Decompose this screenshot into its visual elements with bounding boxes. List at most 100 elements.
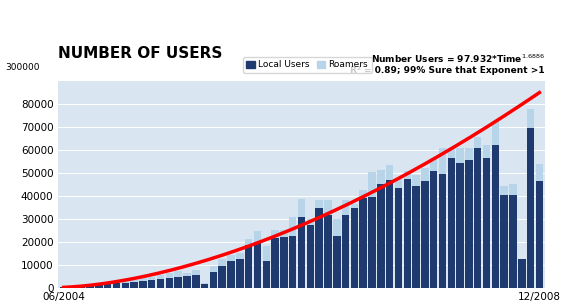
Bar <box>456 163 464 288</box>
Bar <box>60 287 67 288</box>
Bar <box>183 273 191 276</box>
Bar <box>518 259 526 288</box>
Bar <box>157 279 164 288</box>
Bar <box>166 273 173 278</box>
Bar <box>359 190 367 198</box>
Bar <box>395 188 402 288</box>
Bar <box>483 145 490 158</box>
Bar <box>78 285 85 286</box>
Bar <box>227 255 235 261</box>
Bar <box>183 276 191 288</box>
Bar <box>527 128 534 288</box>
Bar <box>369 197 376 288</box>
Bar <box>342 201 349 215</box>
Bar <box>474 137 481 148</box>
Bar <box>501 185 508 195</box>
Bar <box>121 282 129 288</box>
Bar <box>369 172 376 197</box>
Bar <box>86 285 94 288</box>
Bar <box>113 281 120 283</box>
Bar <box>78 286 85 288</box>
Bar <box>130 280 138 282</box>
Bar <box>245 239 252 245</box>
Bar <box>447 148 455 158</box>
Bar <box>192 275 200 288</box>
Bar <box>395 177 402 188</box>
Text: Number Users = 97.932*Time$^{1.6886}$
R² = 0.89; 99% Sure that Exponent >1: Number Users = 97.932*Time$^{1.6886}$ R²… <box>350 52 545 75</box>
Bar <box>412 185 420 288</box>
Bar <box>218 259 226 266</box>
Bar <box>315 209 323 288</box>
Bar <box>113 283 120 288</box>
Bar <box>350 204 358 209</box>
Bar <box>324 201 332 215</box>
Bar <box>95 283 103 284</box>
Bar <box>342 215 349 288</box>
Bar <box>315 201 323 209</box>
Bar <box>280 237 287 288</box>
Bar <box>201 284 208 288</box>
Bar <box>307 219 314 225</box>
Bar <box>210 272 217 288</box>
Bar <box>157 275 164 279</box>
Bar <box>492 121 499 145</box>
Bar <box>148 280 155 288</box>
Bar <box>492 145 499 288</box>
Bar <box>474 148 481 288</box>
Bar <box>386 165 393 180</box>
Bar <box>421 181 429 288</box>
Bar <box>509 195 517 288</box>
Bar <box>377 184 384 288</box>
Bar <box>465 160 473 288</box>
Bar <box>253 242 261 288</box>
Bar <box>527 109 534 128</box>
Bar <box>104 283 112 288</box>
Bar <box>263 246 270 261</box>
Bar <box>386 180 393 288</box>
Bar <box>333 219 341 236</box>
Bar <box>121 281 129 282</box>
Bar <box>86 284 94 285</box>
Bar <box>430 158 438 171</box>
Bar <box>245 245 252 288</box>
Bar <box>263 261 270 288</box>
Bar <box>104 282 112 283</box>
Bar <box>333 236 341 288</box>
Bar <box>298 217 305 288</box>
Bar <box>227 261 235 288</box>
Bar <box>236 259 244 288</box>
Bar <box>501 195 508 288</box>
Bar <box>439 148 446 174</box>
Bar <box>536 164 543 181</box>
Bar <box>350 209 358 288</box>
Bar <box>139 281 147 288</box>
Bar <box>377 169 384 184</box>
Bar <box>324 215 332 288</box>
Bar <box>139 278 147 281</box>
Bar <box>404 179 411 288</box>
Bar <box>421 168 429 181</box>
Bar <box>210 266 217 272</box>
Bar <box>175 271 182 277</box>
Bar <box>404 171 411 179</box>
Bar <box>447 158 455 288</box>
Bar <box>218 266 226 288</box>
Bar <box>236 253 244 259</box>
Bar <box>509 184 517 195</box>
Bar <box>289 217 297 236</box>
Bar <box>289 236 297 288</box>
Bar <box>272 230 279 238</box>
Bar <box>201 283 208 284</box>
Bar <box>465 148 473 160</box>
Bar <box>280 230 287 237</box>
Bar <box>439 174 446 288</box>
Bar <box>166 278 173 288</box>
Bar <box>95 284 103 288</box>
Bar <box>412 175 420 185</box>
Bar <box>130 282 138 288</box>
Bar <box>298 199 305 217</box>
Bar <box>272 238 279 288</box>
Bar <box>536 181 543 288</box>
Bar <box>69 286 76 288</box>
Legend: Local Users, Roamers: Local Users, Roamers <box>243 57 372 73</box>
